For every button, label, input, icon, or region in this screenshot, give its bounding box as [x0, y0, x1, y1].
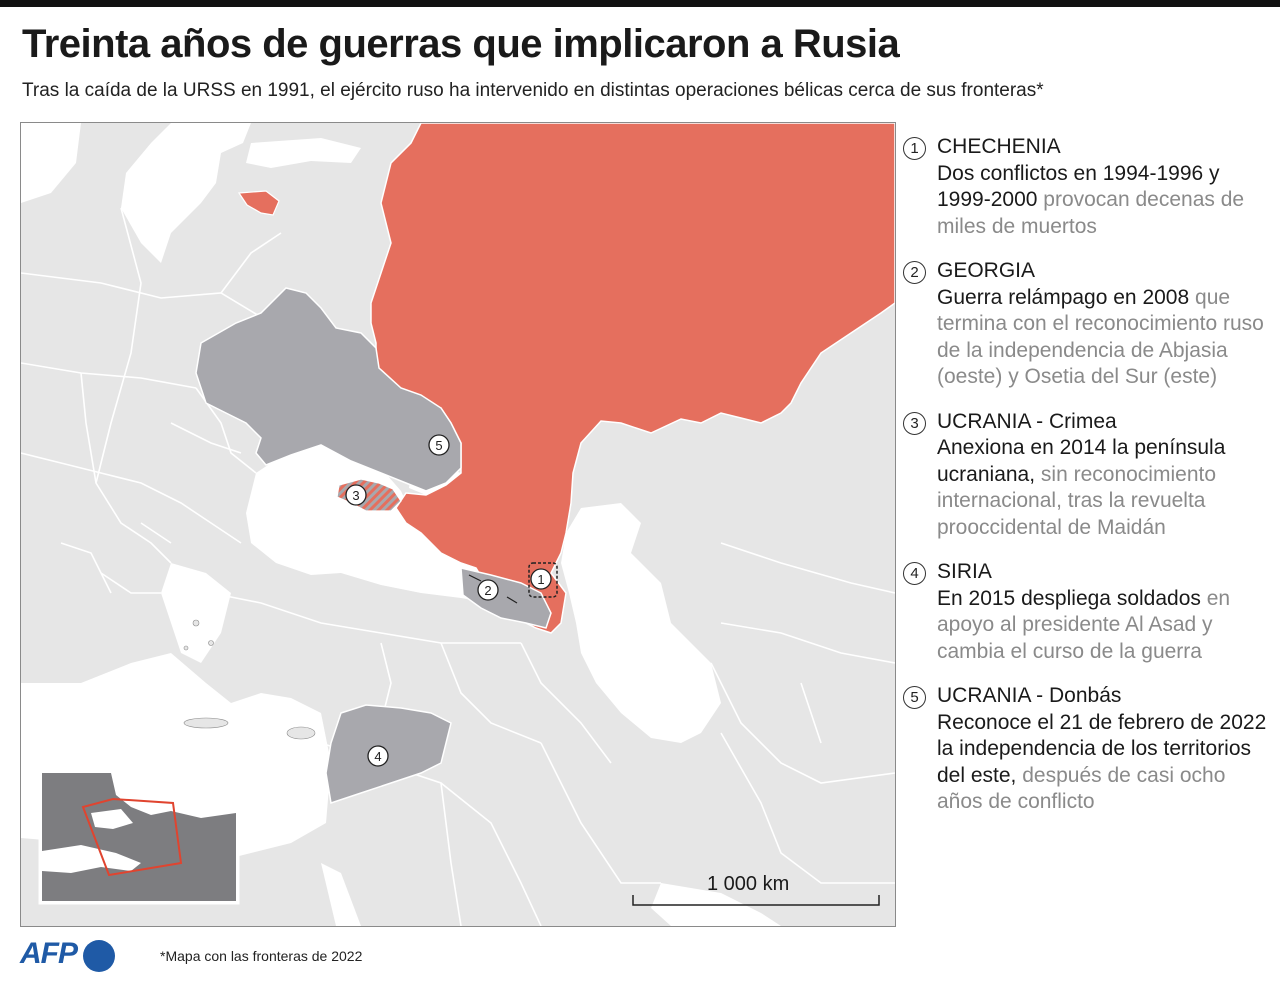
north-sea: [21, 123, 81, 203]
scale-label: 1 000 km: [707, 873, 790, 895]
legend-item-syria: 4 SIRIA En 2015 despliega soldados en ap…: [903, 559, 1273, 665]
gulf-of-finland: [246, 138, 361, 168]
svg-text:2: 2: [484, 583, 491, 598]
georgia-arrows: [468, 574, 518, 604]
map-svg: 1 2 3 4 5: [21, 123, 895, 926]
country-borders: [21, 207, 895, 926]
legend-light-text: provocan decenas de miles de muertos: [937, 188, 1245, 238]
ukraine-region: [195, 287, 462, 492]
legend-number: 1: [903, 137, 926, 160]
marker-2[interactable]: 2: [477, 579, 499, 601]
legend-heading: GEORGIA: [937, 259, 1036, 282]
marker-5[interactable]: 5: [428, 434, 450, 456]
aegean-sea: [161, 563, 231, 663]
marker-1[interactable]: 1: [530, 568, 552, 590]
legend-item-donbas: 5 UCRANIA - Donbás Reconoce el 21 de feb…: [903, 683, 1273, 816]
legend-light-text: en apoyo al presidente Al Asad y cambia …: [937, 586, 1231, 663]
legend-item-georgia: 2 GEORGIA Guerra relámpago en 2008 que t…: [903, 258, 1273, 391]
legend-item-chechnya: 1 CHECHENIA Dos conflictos en 1994-1996 …: [903, 134, 1273, 240]
legend-number: 2: [903, 261, 926, 284]
page-title: Treinta años de guerras que implicaron a…: [22, 22, 900, 66]
red-sea: [321, 863, 361, 926]
aegean-islands: [183, 619, 316, 740]
page-subtitle: Tras la caída de la URSS en 1991, el ejé…: [22, 80, 1044, 101]
legend-light-text: sin reconocimiento internacional, tras l…: [937, 462, 1217, 539]
scale-bar: [632, 895, 880, 906]
legend-heading: UCRANIA - Crimea: [937, 409, 1117, 433]
legend: 1 CHECHENIA Dos conflictos en 1994-1996 …: [903, 134, 1273, 816]
legend-number: 3: [903, 411, 926, 435]
kaliningrad: [237, 190, 280, 216]
syria-region: [325, 704, 452, 804]
map: 1 2 3 4 5: [20, 122, 896, 927]
svg-text:4: 4: [374, 749, 381, 764]
inset-med: [42, 845, 141, 873]
svg-text:1: 1: [537, 572, 544, 587]
legend-light-text: que termina con el reconocimiento ruso d…: [937, 285, 1264, 389]
caspian-sea: [561, 503, 721, 743]
legend-bold-text: Dos conflictos en 1994-1996 y 1999-2000: [937, 161, 1220, 212]
legend-heading: CHECHENIA: [937, 135, 1061, 158]
legend-bold-text: Guerra relámpago en 2008: [937, 285, 1190, 309]
svg-text:5: 5: [435, 438, 442, 453]
legend-item-crimea: 3 UCRANIA - Crimea Anexiona en 2014 la p…: [903, 409, 1273, 542]
legend-number: 4: [903, 562, 926, 585]
footnote-mark: *: [160, 948, 166, 964]
afp-logo-text: AFP: [20, 937, 78, 970]
inset-water: [91, 809, 133, 829]
legend-number: 5: [903, 686, 926, 709]
inset-locator-box: [81, 797, 183, 877]
footnote-text: Mapa con las fronteras de 2022: [165, 948, 363, 964]
top-rule: [0, 0, 1280, 7]
legend-bold-text: Anexiona en 2014 la península ucraniana,: [937, 436, 1226, 486]
marker-3[interactable]: 3: [345, 484, 367, 506]
legend-bold-text: En 2015 despliega soldados: [937, 586, 1201, 610]
inset-map: [38, 769, 240, 905]
inset-russia: [111, 773, 236, 818]
afp-logo: AFP: [20, 937, 115, 973]
legend-light-text: después de casi ocho años de conflicto: [937, 763, 1226, 814]
marker-4[interactable]: 4: [367, 745, 389, 767]
baltic-sea: [121, 123, 251, 263]
afp-logo-dot: [83, 940, 115, 972]
footnote: *Mapa con las fronteras de 2022: [160, 948, 362, 964]
legend-bold-text: Reconoce el 21 de febrero de 2022 la ind…: [937, 710, 1267, 787]
svg-text:3: 3: [352, 488, 359, 503]
black-sea: [246, 443, 501, 603]
legend-heading: UCRANIA - Donbás: [937, 684, 1122, 707]
legend-heading: SIRIA: [937, 560, 992, 583]
chechnya-outline: [528, 562, 558, 598]
